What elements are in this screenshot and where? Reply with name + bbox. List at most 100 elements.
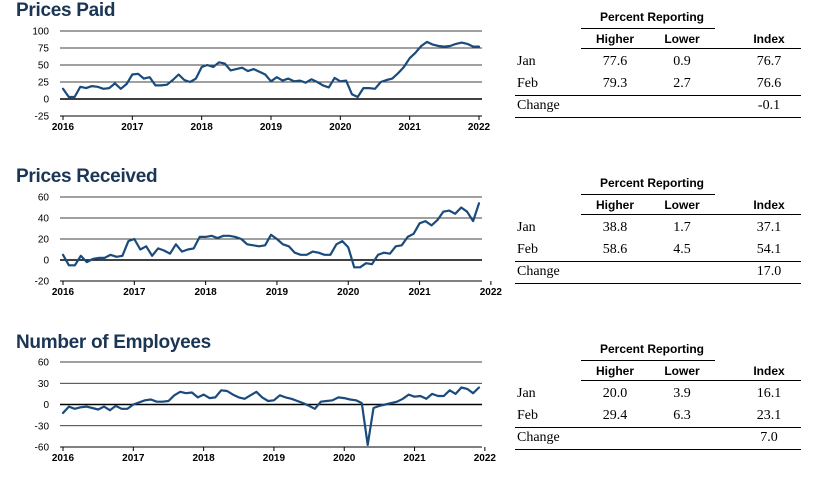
change-rule: [515, 95, 801, 96]
lower-col-header: Lower: [664, 198, 700, 212]
y-tick-label: 0: [43, 95, 49, 106]
prices-paid-panel: Prices Paid 100 75 50 25 0 -25 2016 2017 2018 201…: [0, 0, 815, 150]
number-of-employees-panel: Number of Employees 60 30 0 -30 -60 2016 2017 2…: [0, 332, 815, 482]
percent-reporting-header: Percent Reporting: [599, 176, 704, 190]
higher-col-header: Higher: [595, 364, 634, 378]
feb-index-value: 23.1: [756, 408, 782, 423]
change-index-value: 17.0: [756, 264, 782, 279]
x-tick-label: 2019: [260, 122, 283, 133]
header-rule: [581, 360, 715, 361]
feb-lower-value: 6.3: [673, 408, 691, 423]
table-bottom-rule: [515, 283, 801, 284]
y-tick-label: -60: [35, 443, 50, 454]
y-tick-label: 30: [38, 379, 50, 390]
feb-higher-value: 79.3: [602, 76, 628, 91]
x-tick-label: 2018: [195, 287, 218, 298]
x-tick-label: 2020: [333, 453, 356, 464]
row-label-change: Change: [517, 264, 560, 279]
row-label-feb: Feb: [517, 76, 538, 91]
x-tick-label: 2020: [329, 122, 352, 133]
jan-index-value: 76.7: [756, 54, 782, 69]
percent-reporting-header: Percent Reporting: [599, 342, 704, 356]
row-label-jan: Jan: [517, 220, 536, 235]
row-label-feb: Feb: [517, 408, 538, 423]
jan-higher-value: 77.6: [602, 54, 628, 69]
higher-col-header: Higher: [595, 32, 634, 46]
y-tick-label: 20: [38, 235, 50, 246]
jan-higher-value: 20.0: [602, 386, 628, 401]
y-tick-label: 75: [38, 44, 50, 55]
y-tick-label: 40: [38, 214, 50, 225]
change-index-value: 7.0: [760, 430, 778, 445]
x-tick-label: 2017: [123, 287, 146, 298]
x-tick-label: 2020: [337, 287, 360, 298]
y-tick-label: -20: [35, 277, 50, 288]
feb-higher-value: 58.6: [602, 242, 628, 257]
x-tick-label: 2016: [52, 122, 75, 133]
y-tick-label: 25: [38, 78, 50, 89]
row-label-change: Change: [517, 430, 560, 445]
y-tick-label: 60: [38, 358, 50, 369]
column-header-rule: [581, 48, 801, 49]
x-tick-label: 2021: [408, 287, 431, 298]
feb-higher-value: 29.4: [602, 408, 628, 423]
prices-received-panel: Prices Received 60 40 20 0 -20 2016 2017 2018 20…: [0, 166, 815, 316]
x-tick-label: 2022: [474, 453, 497, 464]
header-rule: [581, 28, 715, 29]
row-label-feb: Feb: [517, 242, 538, 257]
x-tick-label: 2022: [480, 287, 503, 298]
y-tick-label: 100: [32, 27, 49, 38]
table-bottom-rule: [515, 449, 801, 450]
y-tick-label: -30: [35, 421, 50, 432]
y-tick-label: 60: [38, 193, 50, 204]
y-tick-label: -25: [35, 112, 50, 123]
row-label-jan: Jan: [517, 54, 536, 69]
index-col-header: Index: [753, 364, 785, 378]
jan-higher-value: 38.8: [602, 220, 628, 235]
x-tick-label: 2021: [399, 122, 422, 133]
x-tick-label: 2016: [52, 453, 75, 464]
x-tick-label: 2019: [263, 453, 286, 464]
jan-lower-value: 0.9: [673, 54, 691, 69]
x-tick-label: 2017: [122, 453, 145, 464]
row-label-jan: Jan: [517, 386, 536, 401]
jan-index-value: 16.1: [756, 386, 782, 401]
feb-index-value: 54.1: [756, 242, 782, 257]
index-col-header: Index: [753, 32, 785, 46]
series-line: [61, 202, 481, 269]
lower-col-header: Lower: [664, 364, 700, 378]
change-index-value: -0.1: [757, 98, 781, 113]
header-rule: [581, 194, 715, 195]
higher-col-header: Higher: [595, 198, 634, 212]
x-tick-label: 2018: [192, 453, 215, 464]
y-tick-label: 0: [43, 256, 49, 267]
x-tick-label: 2021: [403, 453, 426, 464]
row-label-change: Change: [517, 98, 560, 113]
table-bottom-rule: [515, 117, 801, 118]
x-tick-label: 2018: [191, 122, 214, 133]
index-col-header: Index: [753, 198, 785, 212]
percent-reporting-header: Percent Reporting: [599, 10, 704, 24]
column-header-rule: [581, 214, 801, 215]
feb-lower-value: 2.7: [673, 76, 691, 91]
x-tick-label: 2022: [468, 122, 491, 133]
change-rule: [515, 261, 801, 262]
x-tick-label: 2019: [266, 287, 289, 298]
change-rule: [515, 427, 801, 428]
lower-col-header: Lower: [664, 32, 700, 46]
jan-lower-value: 1.7: [673, 220, 691, 235]
x-tick-label: 2016: [52, 287, 75, 298]
series-line: [61, 386, 481, 447]
feb-lower-value: 4.5: [673, 242, 691, 257]
panel-title: Number of Employees: [16, 332, 211, 353]
panel-title: Prices Paid: [16, 0, 116, 21]
x-tick-label: 2017: [121, 122, 144, 133]
series-line: [61, 40, 481, 99]
jan-index-value: 37.1: [756, 220, 782, 235]
y-tick-label: 50: [38, 61, 50, 72]
jan-lower-value: 3.9: [673, 386, 691, 401]
column-header-rule: [581, 380, 801, 381]
